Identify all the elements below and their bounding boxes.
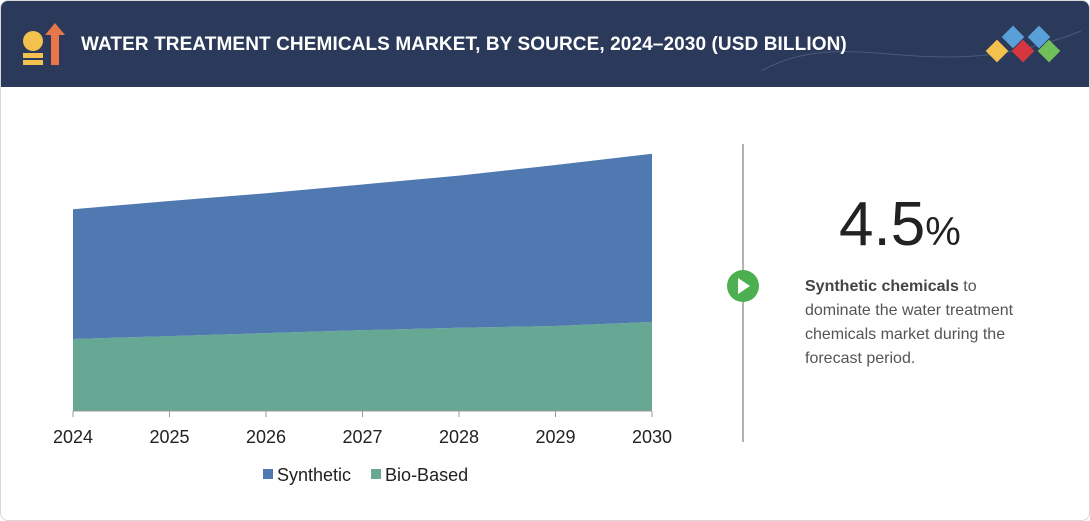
highlight-text: Synthetic chemicals to dominate the wate… xyxy=(805,275,1045,371)
x-tick-label: 2027 xyxy=(342,427,382,447)
header-decor xyxy=(23,23,1082,72)
legend-label: Bio-Based xyxy=(385,465,468,485)
play-arrow xyxy=(738,278,750,294)
header: WATER TREATMENT CHEMICALS MARKET, BY SOU… xyxy=(1,1,1089,87)
legend-label: Synthetic xyxy=(277,465,351,485)
x-tick-label: 2030 xyxy=(632,427,672,447)
text: to dominate the water treatment chemical… xyxy=(805,278,1014,367)
x-tick-label: 2024 xyxy=(53,427,93,447)
area xyxy=(73,153,652,340)
x-tick-label: 2025 xyxy=(149,427,189,447)
legend-swatch xyxy=(371,469,382,479)
area xyxy=(73,321,652,411)
x-tick-label: 2029 xyxy=(535,427,575,447)
title: WATER TREATMENT CHEMICALS MARKET, BY SOU… xyxy=(81,34,847,55)
x-tick-label: 2028 xyxy=(439,427,479,447)
bold-text: Synthetic chemicals xyxy=(805,278,959,295)
unit: % xyxy=(925,210,961,254)
chart: 2024 2025 2026 2027 2028 2029 2030 Synthetic Bio… xyxy=(53,144,759,485)
legend-swatch xyxy=(263,469,273,479)
highlight-value: 4.5% xyxy=(839,189,961,260)
value: 4.5 xyxy=(839,190,926,259)
x-tick-label: 2026 xyxy=(246,427,286,447)
